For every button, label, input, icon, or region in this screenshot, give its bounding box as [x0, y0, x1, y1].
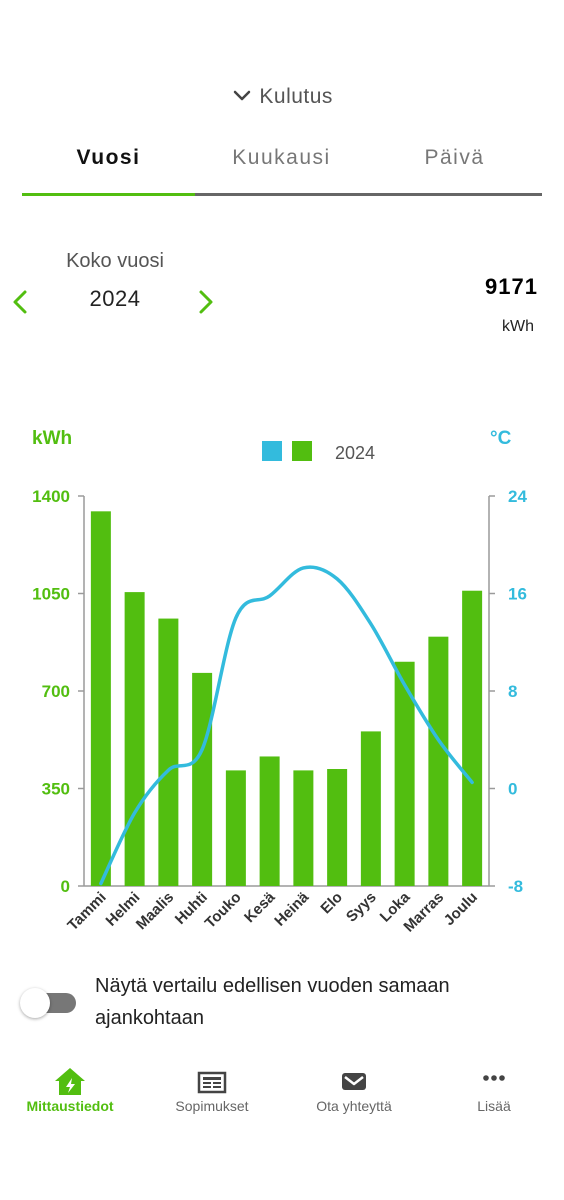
tab-month[interactable]: Kuukausi [232, 146, 331, 169]
bar [327, 769, 348, 886]
temperature-line [99, 565, 474, 886]
section-header[interactable]: Kulutus [0, 84, 564, 109]
x-tick-label: Touko [202, 889, 245, 932]
tab-year[interactable]: Vuosi [76, 146, 141, 169]
bar [192, 672, 213, 886]
tab-day[interactable]: Päivä [424, 146, 485, 169]
y2-tick-label: 0 [508, 780, 517, 799]
y-tick-label: 350 [42, 780, 70, 799]
chevron-right-icon[interactable] [194, 287, 218, 317]
toggle-knob [20, 988, 50, 1018]
home-bolt-icon [55, 1068, 85, 1095]
nav-item-ota-yhteytta[interactable]: Ota yhteyttä [284, 1066, 424, 1114]
legend-swatch-temperature [262, 441, 282, 461]
y2-tick-label: -8 [508, 877, 523, 896]
total-consumption: 9171 [485, 274, 538, 299]
bar [259, 756, 280, 886]
y2-tick-label: 24 [508, 487, 527, 506]
bar [462, 590, 483, 886]
comparison-toggle-label: Näytä vertailu edellisen vuoden samaan a… [95, 975, 450, 1029]
bar [360, 731, 381, 886]
y-tick-label: 1400 [32, 487, 70, 506]
y-axis-title-right: °C [490, 428, 512, 449]
y2-tick-label: 8 [508, 682, 517, 701]
y-tick-label: 700 [42, 682, 70, 701]
x-tick-label: Elo [317, 889, 346, 918]
nav-label: Ota yhteyttä [316, 1098, 392, 1114]
comparison-toggle[interactable] [20, 988, 78, 1018]
section-title: Kulutus [259, 85, 333, 108]
bar [225, 770, 246, 886]
bar [124, 592, 145, 886]
bottom-nav: Mittaustiedot Sopimukset Ota yhteyttä Li… [0, 1066, 564, 1126]
envelope-icon [342, 1073, 366, 1090]
bar [90, 511, 111, 886]
legend-swatch-consumption [292, 441, 312, 461]
consumption-chart: kWh °C2024035070010501400-8081624TammiHel… [32, 428, 527, 936]
x-tick-label: Joulu [441, 889, 481, 929]
bar [158, 618, 179, 886]
more-dots-icon [483, 1075, 505, 1081]
chevron-left-icon[interactable] [8, 287, 32, 317]
x-tick-label: Tammi [64, 889, 109, 934]
document-icon [197, 1071, 227, 1094]
x-tick-label: Syys [343, 889, 380, 926]
y-axis-title-left: kWh [32, 428, 72, 449]
y-tick-label: 1050 [32, 585, 70, 604]
legend-label: 2024 [335, 443, 375, 463]
bar [394, 661, 415, 886]
y2-tick-label: 16 [508, 585, 527, 604]
nav-label: Lisää [477, 1098, 511, 1114]
nav-label: Mittaustiedot [26, 1098, 114, 1114]
bar [428, 636, 449, 886]
x-tick-label: Maalis [133, 889, 177, 933]
chevron-down-icon [233, 90, 251, 101]
selected-year: 2024 [89, 286, 141, 311]
y-tick-label: 0 [61, 877, 70, 896]
bar [293, 770, 314, 886]
nav-item-mittaustiedot[interactable]: Mittaustiedot [0, 1066, 140, 1114]
total-unit: kWh [502, 318, 534, 335]
nav-item-lisaa[interactable]: Lisää [424, 1066, 564, 1114]
period-tabs: Vuosi Kuukausi Päivä [22, 146, 542, 198]
nav-item-sopimukset[interactable]: Sopimukset [142, 1066, 282, 1114]
nav-label: Sopimukset [175, 1098, 249, 1114]
period-label: Koko vuosi [66, 250, 164, 272]
tab-divider [22, 193, 542, 196]
x-tick-label: Heinä [271, 888, 312, 929]
active-tab-indicator [22, 193, 195, 196]
